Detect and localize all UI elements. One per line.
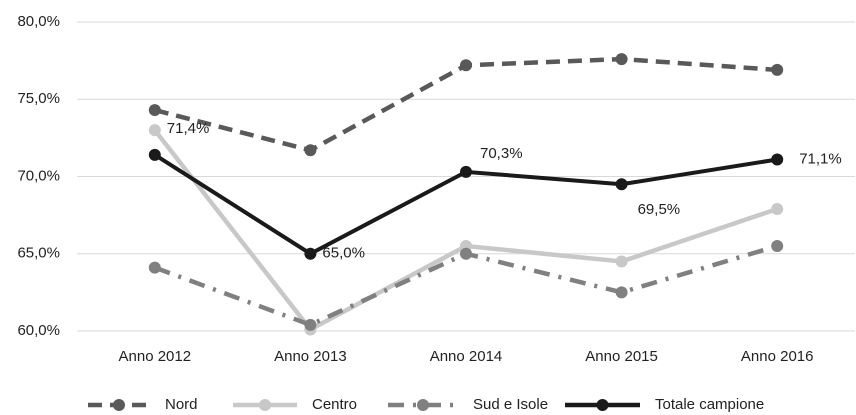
point-marker xyxy=(148,104,161,117)
value-label: 69,5% xyxy=(638,201,681,218)
x-tick-label: Anno 2013 xyxy=(274,348,347,365)
point-marker xyxy=(771,63,784,76)
point-marker xyxy=(460,247,472,260)
y-tick-label: 70,0% xyxy=(17,167,60,184)
point-marker xyxy=(615,286,628,299)
point-marker xyxy=(304,144,317,157)
point-marker xyxy=(148,148,161,161)
value-label: 71,1% xyxy=(799,150,842,167)
legend-marker xyxy=(259,399,271,411)
y-tick-label: 75,0% xyxy=(17,90,60,107)
point-marker xyxy=(148,261,161,274)
point-marker xyxy=(615,178,628,191)
legend-label: Nord xyxy=(165,396,198,413)
x-tick-label: Anno 2012 xyxy=(119,348,192,365)
point-marker xyxy=(304,318,317,331)
y-tick-label: 80,0% xyxy=(17,13,60,30)
y-tick-label: 65,0% xyxy=(17,245,60,262)
x-tick-label: Anno 2015 xyxy=(585,348,658,365)
legend-label: Sud e Isole xyxy=(473,396,548,413)
point-marker xyxy=(771,202,784,215)
value-label: 65,0% xyxy=(322,245,365,262)
legend-marker xyxy=(417,399,429,411)
point-marker xyxy=(148,124,161,137)
point-marker xyxy=(460,165,472,178)
legend-marker xyxy=(113,399,125,411)
point-marker xyxy=(304,247,317,260)
x-tick-label: Anno 2016 xyxy=(741,348,814,365)
value-label: 70,3% xyxy=(480,145,523,162)
series-line xyxy=(153,128,778,333)
legend-label: Totale campione xyxy=(655,396,764,413)
x-tick-label: Anno 2014 xyxy=(430,348,503,365)
point-marker xyxy=(615,255,628,268)
series-line xyxy=(154,56,778,153)
point-marker xyxy=(615,53,628,66)
point-marker xyxy=(460,59,472,72)
point-marker xyxy=(771,153,784,166)
legend-label: Centro xyxy=(312,396,357,413)
value-label: 71,4% xyxy=(167,120,210,137)
legend-marker xyxy=(596,399,609,411)
point-marker xyxy=(771,240,784,253)
y-tick-label: 60,0% xyxy=(17,322,60,339)
